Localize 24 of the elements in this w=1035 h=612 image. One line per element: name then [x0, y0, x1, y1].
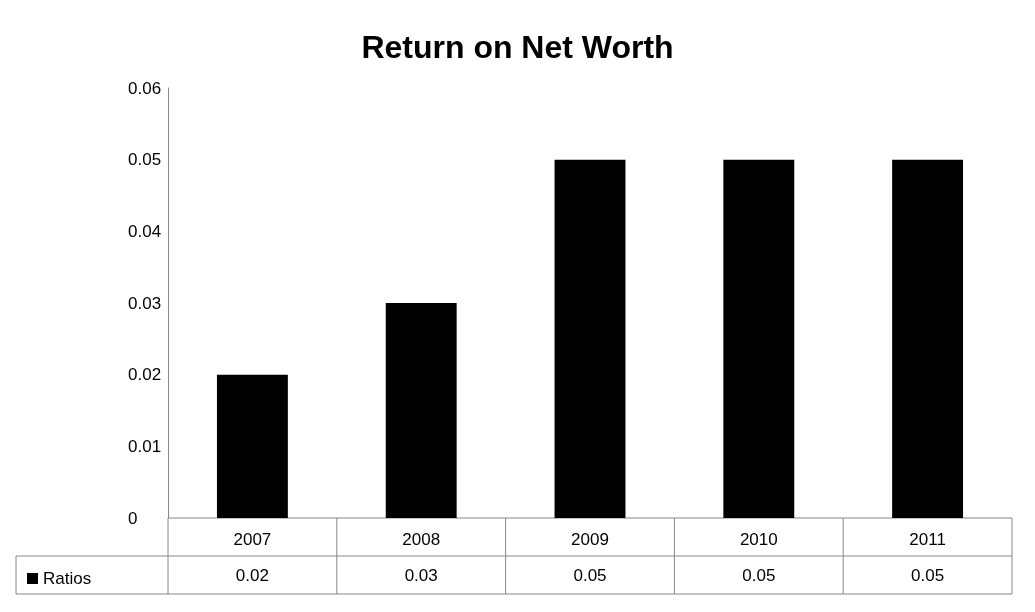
- y-tick-label: 0.03: [128, 293, 162, 313]
- x-tick-label: 2010: [739, 530, 778, 549]
- data-label: 0.05: [911, 565, 945, 585]
- y-tick-label: 0.05: [128, 150, 162, 170]
- bar: [892, 159, 964, 518]
- x-tick-label: 2011: [909, 530, 946, 549]
- bar: [554, 159, 626, 518]
- y-tick-label: 0.02: [128, 365, 162, 385]
- data-label: 0.05: [573, 565, 607, 585]
- bar: [723, 159, 795, 518]
- y-tick-label: 0.06: [128, 78, 162, 98]
- data-label: 0.05: [742, 565, 776, 585]
- x-tick-label: 2008: [402, 530, 441, 549]
- y-tick-label: 0: [128, 508, 138, 528]
- bar: [385, 303, 457, 518]
- legend-label: Ratios: [43, 569, 92, 588]
- x-tick-label: 2009: [571, 530, 609, 549]
- y-tick-label: 0.01: [128, 436, 162, 456]
- y-tick-label: 0.04: [128, 221, 162, 241]
- data-label: 0.02: [235, 565, 269, 585]
- chart-title: Return on Net Worth: [361, 29, 674, 65]
- x-tick-label: 2007: [233, 530, 272, 549]
- bar: [216, 374, 288, 518]
- data-label: 0.03: [404, 565, 438, 585]
